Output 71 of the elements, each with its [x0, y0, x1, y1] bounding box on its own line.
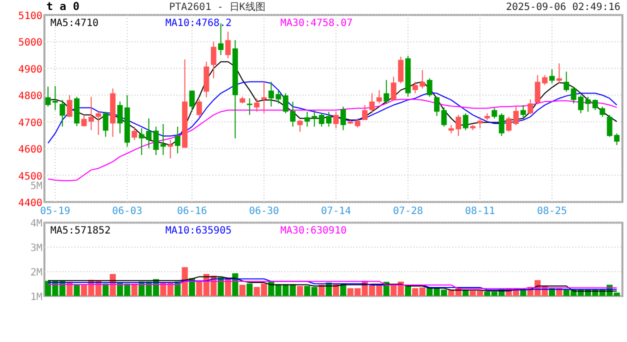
text: t a 0 [46, 0, 80, 13]
y-tick-label: 4500 [18, 171, 42, 182]
candlestick [513, 106, 519, 126]
candlestick [426, 78, 432, 98]
candlestick [369, 92, 375, 114]
candlestick [585, 96, 591, 112]
candlestick [362, 104, 368, 120]
candlestick [160, 123, 166, 156]
text: MA5:4710 [50, 18, 99, 29]
candlestick [174, 126, 180, 154]
x-tick-label: 06-03 [112, 206, 142, 217]
text: 5M [30, 181, 42, 192]
candlestick [390, 76, 396, 100]
x-tick-label: 07-14 [320, 206, 352, 217]
candlestick [441, 106, 447, 128]
candlestick [66, 94, 72, 118]
candlestick [96, 111, 102, 136]
y-tick-label: 4M [30, 218, 42, 230]
candlestick [153, 126, 159, 156]
x-tick-label: 08-11 [464, 206, 496, 217]
x-tick-label: 06-16 [176, 206, 208, 217]
candlestick [196, 98, 202, 118]
x-tick-label: 06-30 [248, 206, 280, 217]
text: MA10:4768.2 [165, 18, 232, 29]
candlestick [434, 96, 440, 116]
candlestick [354, 118, 360, 128]
candlestick [225, 31, 231, 59]
candlestick [564, 71, 570, 92]
candlestick [210, 41, 216, 79]
candlestick [462, 112, 468, 131]
y-tick-label: 4600 [18, 144, 42, 156]
candlestick [168, 140, 174, 159]
x-tick-label: 07-28 [392, 206, 424, 217]
candlestick [600, 106, 606, 118]
candlestick [384, 79, 390, 104]
y-tick-label: 3M [30, 243, 42, 254]
text: MA5:571852 [50, 226, 111, 237]
text: MA30:4758.07 [280, 18, 353, 29]
y-tick-label: 1M [30, 292, 42, 303]
candlestick [333, 111, 339, 129]
candlestick [246, 98, 252, 116]
y-tick-label: 4400 [18, 198, 42, 209]
x-tick-label: 05-19 [40, 206, 70, 217]
candlestick [102, 111, 108, 138]
line-series [48, 280, 618, 290]
candlestick [528, 98, 534, 115]
candlestick [398, 56, 404, 84]
y-tick-label: 5100 [18, 11, 42, 22]
candlestick [506, 116, 512, 132]
candlestick [132, 126, 138, 141]
x-tick-label: 08-25 [536, 206, 568, 217]
candlestick [88, 96, 94, 131]
candlestick [254, 98, 260, 112]
candlestick [592, 98, 598, 111]
candlestick [340, 106, 346, 131]
text: MA10:635905 [165, 226, 232, 237]
chart-title: PTA2601 - 日K线图 [169, 1, 266, 13]
candlestick [520, 104, 526, 118]
y-tick-label: 2M [30, 268, 42, 279]
text: 2025-09-06 02:49:16 [506, 2, 620, 13]
y-tick-label: 5000 [18, 38, 42, 49]
candlestick [117, 101, 123, 134]
y-tick-label: 4800 [18, 91, 42, 102]
text: MA30:630910 [280, 226, 347, 237]
candlestick [60, 99, 66, 128]
candlestick [498, 112, 504, 137]
y-tick-label: 4900 [18, 64, 42, 76]
y-tick-label: 4700 [18, 118, 42, 129]
candlestick [492, 108, 498, 119]
candlestick [189, 90, 195, 112]
candlestick [376, 90, 382, 104]
